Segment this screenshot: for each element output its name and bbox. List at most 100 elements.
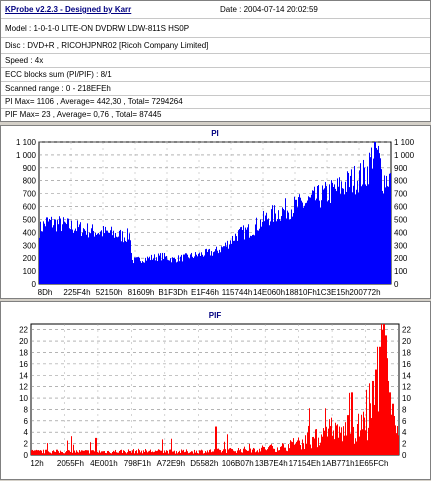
- pi-bar: [145, 257, 146, 284]
- pif-bar: [173, 451, 174, 455]
- pi-bar: [380, 158, 381, 284]
- pif-bar: [392, 403, 393, 455]
- pif-bar: [31, 450, 32, 455]
- pi-bar: [159, 255, 160, 284]
- pi-bar: [131, 252, 132, 284]
- pif-bar: [301, 449, 302, 455]
- pif-bar: [395, 425, 396, 455]
- pi-bar: [97, 233, 98, 284]
- pi-bar: [294, 196, 295, 284]
- pi-bar: [190, 254, 191, 284]
- pi-xtick: 52150h: [96, 288, 123, 297]
- pif-summary-line: PIF Max= 23 , Average= 0,76 , Total= 874…: [5, 110, 162, 119]
- pif-bar: [337, 424, 338, 455]
- pif-bar: [121, 449, 122, 455]
- pif-bar: [366, 389, 367, 455]
- pif-bar: [385, 335, 386, 455]
- pi-bar: [232, 235, 233, 284]
- pif-series: [31, 324, 399, 455]
- pi-bar: [160, 253, 161, 284]
- pi-bar: [229, 244, 230, 284]
- pi-bar: [153, 258, 154, 284]
- pi-bar: [52, 227, 53, 284]
- pif-bar: [342, 441, 343, 455]
- speed-line: Speed : 4x: [5, 56, 44, 65]
- pif-bar: [155, 450, 156, 455]
- pif-bar: [223, 449, 224, 455]
- pif-bar: [48, 451, 49, 455]
- pi-bar: [289, 219, 290, 284]
- pi-bar: [259, 228, 260, 284]
- pif-bar: [78, 452, 79, 455]
- pi-bar: [279, 219, 280, 284]
- pif-bar: [175, 453, 176, 455]
- pi-bar: [361, 186, 362, 284]
- pif-bar: [191, 451, 192, 455]
- pi-bar: [235, 233, 236, 284]
- pif-bar: [144, 451, 145, 455]
- pi-bar: [357, 180, 358, 284]
- pif-bar: [73, 444, 74, 455]
- pi-bar: [291, 209, 292, 284]
- pi-bar: [345, 181, 346, 284]
- pif-bar: [68, 450, 69, 455]
- info-panel: KProbe v2.2.3 - Designed by Karr Date : …: [0, 0, 431, 122]
- pi-ytick-right: 400: [394, 228, 408, 237]
- pi-bar: [152, 259, 153, 284]
- pif-bar: [50, 452, 51, 455]
- pif-bar: [99, 450, 100, 455]
- pif-ytick-left: 0: [24, 451, 29, 460]
- ecc-line: ECC blocks sum (PI/PIF) : 8/1: [5, 70, 112, 79]
- pi-bar: [203, 256, 204, 284]
- pi-ytick-left: 600: [23, 203, 37, 212]
- pi-bar: [375, 142, 376, 284]
- pi-bar: [93, 230, 94, 284]
- pi-bar: [266, 212, 267, 284]
- pi-bar: [272, 205, 273, 284]
- pi-ytick-right: 700: [394, 190, 408, 199]
- pi-bar: [141, 262, 142, 284]
- pi-bar: [125, 240, 126, 284]
- pif-bar: [102, 451, 103, 455]
- pi-bar: [270, 221, 271, 284]
- pif-bar: [140, 452, 141, 455]
- pi-bar: [151, 254, 152, 284]
- pif-bar: [361, 414, 362, 455]
- pi-bar: [320, 207, 321, 284]
- pi-bar: [87, 223, 88, 284]
- pi-bar: [165, 256, 166, 284]
- pi-bar: [168, 260, 169, 284]
- pif-ytick-right: 0: [402, 451, 407, 460]
- pif-bar: [317, 447, 318, 455]
- pi-ytick-left: 700: [23, 190, 37, 199]
- pi-bar: [347, 171, 348, 284]
- pif-bar: [220, 450, 221, 455]
- pif-bar: [188, 453, 189, 455]
- pi-bar: [276, 221, 277, 284]
- pi-bar: [274, 205, 275, 284]
- pif-bar: [312, 437, 313, 455]
- pi-bar: [198, 253, 199, 284]
- pi-bar: [173, 257, 174, 284]
- pif-bar: [207, 450, 208, 455]
- pif-bar: [315, 429, 316, 455]
- pif-bar: [358, 413, 359, 455]
- pi-bar: [381, 169, 382, 284]
- pif-bar: [225, 449, 226, 455]
- pi-chart-panel: PI 0 0 100 100 200 200 300 300 400 400 500 500 600 600…: [0, 125, 431, 299]
- pif-bar: [87, 450, 88, 455]
- pif-ytick-right: 6: [402, 417, 407, 426]
- pi-bar: [161, 260, 162, 284]
- pif-bar: [230, 447, 231, 455]
- pif-bar: [40, 450, 41, 455]
- pif-bar: [60, 450, 61, 455]
- pi-bar: [90, 233, 91, 284]
- pif-bar: [236, 452, 237, 455]
- pi-ytick-left: 1 100: [16, 138, 37, 147]
- pif-bar: [308, 425, 309, 455]
- pi-bar: [166, 255, 167, 284]
- pif-bar: [351, 392, 352, 455]
- pif-bar: [323, 428, 324, 455]
- pif-bar: [74, 450, 75, 455]
- pi-bar: [92, 224, 93, 284]
